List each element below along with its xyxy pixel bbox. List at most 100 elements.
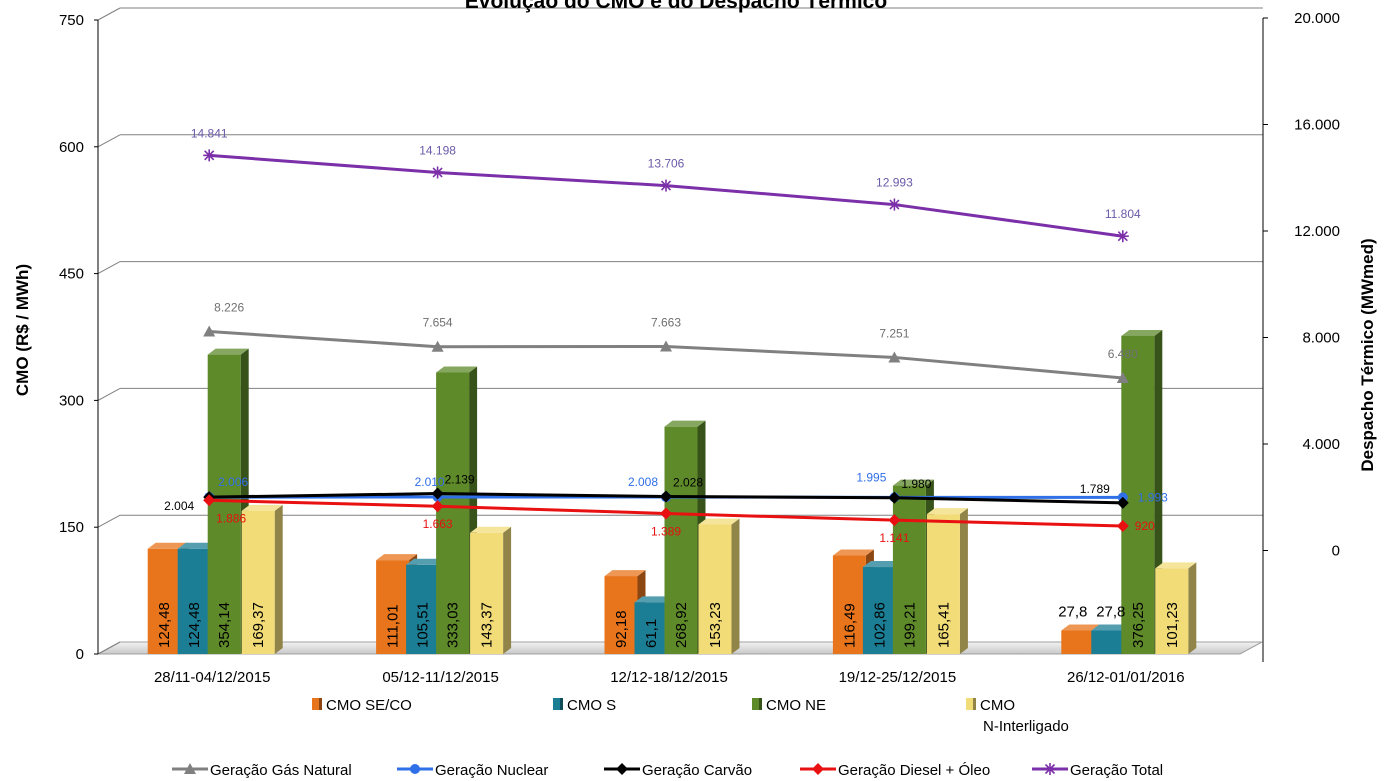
- marker: [1044, 763, 1056, 775]
- marker: [888, 198, 901, 211]
- y2-tick-label: 20.000: [1294, 10, 1340, 27]
- legend-swatch: [966, 698, 973, 710]
- bar-value-label: 354,14: [216, 602, 233, 648]
- legend-label: Geração Nuclear: [435, 762, 548, 779]
- bar: [1155, 562, 1197, 654]
- legend-label: Geração Carvão: [642, 762, 752, 779]
- bar-value-label: 153,23: [707, 602, 724, 648]
- bar-front: [862, 567, 896, 654]
- bar-value-label: 268,92: [673, 602, 690, 648]
- bar-top: [436, 366, 478, 373]
- y-tick-label: 0: [76, 646, 84, 663]
- bar-front: [664, 426, 698, 654]
- line-value-label: 1.886: [216, 511, 246, 525]
- legend-swatch: [752, 698, 759, 710]
- chart-title: Evolução do CMO e do Despacho Térmico: [465, 0, 887, 13]
- legend-swatch: [312, 698, 319, 710]
- bar: [207, 348, 249, 654]
- marker: [1116, 371, 1129, 383]
- marker: [203, 494, 216, 507]
- x-tick-label: 26/12-01/01/2016: [1067, 669, 1185, 686]
- bar-top: [698, 518, 740, 525]
- y2-axis-label: Despacho Térmico (MWmed): [1358, 238, 1377, 471]
- marker: [888, 491, 901, 504]
- legend-item: Geração Carvão: [604, 762, 752, 779]
- line-value-label: 8.226: [214, 300, 244, 314]
- line-value-label: 1.389: [651, 525, 681, 539]
- marker-stroke: [204, 150, 215, 161]
- bar-top: [376, 554, 418, 561]
- line-value-label: 2.006: [218, 475, 248, 489]
- legend-swatch-side: [973, 698, 976, 710]
- bar-value-label: 105,51: [415, 602, 432, 648]
- bar-value-label: 143,37: [479, 602, 496, 648]
- marker: [888, 351, 901, 363]
- y2-tick-label: 16.000: [1294, 117, 1340, 134]
- line-value-label: 1.980: [901, 477, 931, 491]
- bar-front: [436, 372, 470, 654]
- bar-value-label: 101,23: [1164, 602, 1181, 648]
- line-value-label: 7.654: [423, 316, 453, 330]
- bar-top: [664, 420, 706, 427]
- marker-stroke: [1044, 763, 1056, 775]
- legend-label: Geração Total: [1070, 762, 1163, 779]
- line-value-label: 1.995: [856, 470, 886, 484]
- bar-top: [892, 479, 934, 486]
- gridline-diag: [97, 7, 121, 21]
- bar: [241, 504, 283, 654]
- y2-tick-label: 4.000: [1302, 436, 1340, 453]
- marker-stroke: [432, 167, 443, 178]
- marker: [660, 340, 672, 352]
- gridline-diag: [97, 134, 121, 148]
- bar-value-label: 124,48: [186, 602, 203, 648]
- bar-side: [959, 508, 968, 654]
- legend-label: CMO S: [567, 697, 616, 714]
- legend-label: Geração Gás Natural: [210, 762, 352, 779]
- line-value-label: 6.480: [1108, 347, 1138, 361]
- marker: [812, 763, 824, 775]
- marker-stroke: [889, 199, 900, 210]
- bar-front: [207, 354, 241, 654]
- bar-value-label: 169,37: [250, 602, 267, 648]
- y-tick-label: 300: [59, 392, 84, 409]
- marker: [660, 490, 672, 503]
- legend-item: CMO SE/CO: [312, 697, 412, 714]
- line-value-label: 920: [1135, 519, 1155, 533]
- bar-top: [1061, 624, 1103, 631]
- bar-front: [604, 576, 638, 654]
- line-value-label: 7.663: [651, 315, 681, 329]
- bar-value-label: 124,48: [156, 602, 173, 648]
- legend-item: CMO NE: [752, 697, 826, 714]
- bar-front: [634, 602, 668, 654]
- marker: [203, 149, 216, 162]
- marker: [203, 325, 216, 337]
- bar-front: [406, 564, 440, 654]
- bar-value-label: 116,49: [841, 603, 858, 648]
- y-tick-label: 150: [59, 519, 84, 536]
- bar-side: [503, 526, 512, 654]
- bar-top: [207, 348, 249, 355]
- bar-front: [470, 532, 504, 654]
- y-tick-label: 600: [59, 139, 84, 156]
- bar-value-label: 111,01: [385, 604, 402, 648]
- marker: [184, 763, 196, 774]
- marker-stroke: [1117, 231, 1128, 242]
- bar-value-label: 165,41: [935, 602, 952, 648]
- y2-tick-label: 0: [1332, 543, 1340, 560]
- line-value-label: 14.841: [191, 126, 228, 140]
- marker: [616, 763, 628, 775]
- bar-value-label: 333,03: [445, 602, 462, 648]
- y-tick-label: 750: [59, 12, 84, 29]
- y-tick-label: 450: [59, 266, 84, 283]
- line-value-label: 2.004: [164, 499, 194, 513]
- legend-label: N-Interligado: [983, 718, 1069, 735]
- line-value-label: 2.010: [415, 475, 445, 489]
- gridline-diag: [97, 514, 121, 528]
- legend-item: Geração Total: [1032, 762, 1163, 779]
- bar-side: [731, 518, 740, 654]
- bar-top: [926, 508, 968, 515]
- marker: [660, 179, 672, 192]
- line-value-label: 12.993: [876, 176, 913, 190]
- x-tick-label: 19/12-25/12/2015: [839, 669, 957, 686]
